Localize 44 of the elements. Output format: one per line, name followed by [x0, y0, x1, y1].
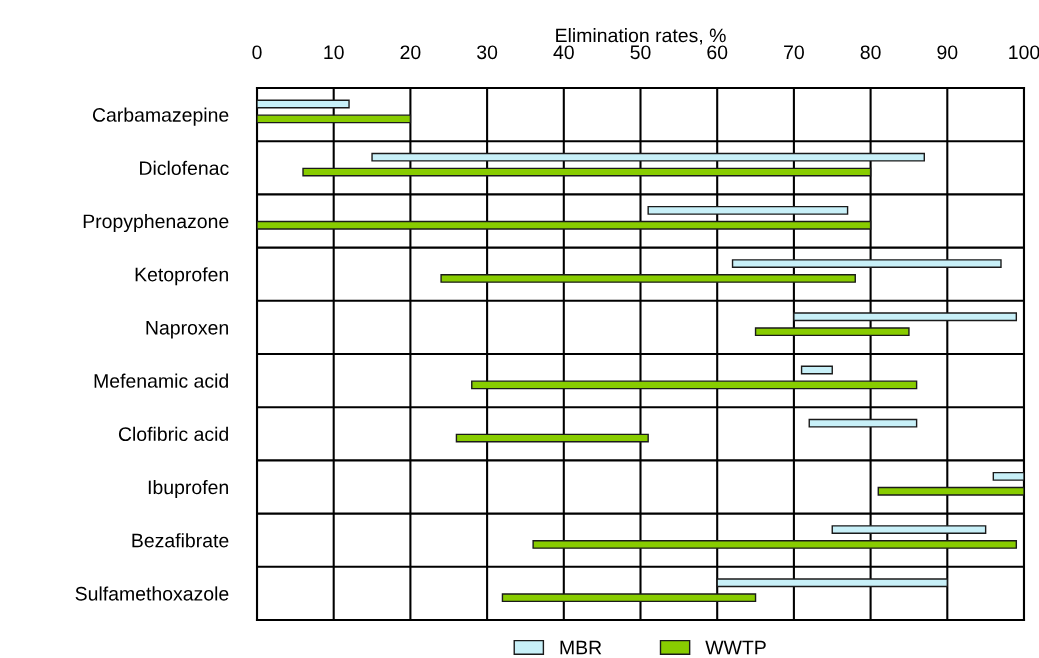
x-tick-label: 0 [252, 45, 262, 60]
x-tick-label: 90 [937, 45, 958, 60]
bar [793, 312, 1018, 322]
y-tick-label: Mefenamic acid [94, 373, 228, 388]
bar [532, 540, 1018, 549]
y-tick-label: Carbamazepine [92, 107, 229, 126]
y-tick-label: Clofibric acid [118, 426, 228, 442]
bar [800, 365, 833, 375]
x-tick-label: 20 [400, 45, 421, 60]
bar [257, 99, 350, 109]
y-tick-label: Naproxen [146, 321, 228, 339]
legend-label: WWTP [705, 640, 766, 655]
y-tick-label: Ibuprofen [148, 479, 228, 499]
x-tick-label: 70 [784, 45, 804, 60]
bar [371, 152, 925, 162]
x-tick-label: 60 [707, 45, 728, 60]
bar [501, 593, 757, 603]
bar [992, 471, 1024, 481]
bar [831, 525, 987, 534]
x-tick-label: 10 [324, 45, 344, 60]
x-tick-label: 100 [1009, 45, 1039, 60]
bar [808, 418, 918, 428]
y-tick-label: Ketoprofen [135, 267, 228, 286]
bar [877, 486, 1024, 496]
bar [647, 205, 849, 215]
y-tick-label: Propyphenazone [83, 213, 229, 233]
y-tick-label: Bezafibrate [132, 533, 229, 548]
x-tick-label: 50 [630, 45, 651, 60]
bar [440, 274, 856, 283]
bar [257, 220, 872, 230]
y-tick-label: Sulfamethoxazole [75, 586, 229, 601]
bar [731, 259, 1002, 268]
bar [754, 327, 910, 337]
bar [302, 167, 872, 177]
legend-label: MBR [560, 640, 602, 655]
bar [471, 380, 918, 390]
y-tick-label: Diclofenac [140, 160, 229, 176]
bar [716, 578, 948, 588]
x-tick-label: 40 [553, 45, 574, 60]
x-tick-label: 30 [477, 45, 498, 60]
bar [257, 114, 412, 124]
x-tick-label: 80 [860, 45, 881, 60]
x-axis-title: Elimination rates, % [556, 28, 726, 45]
bar [455, 433, 649, 443]
